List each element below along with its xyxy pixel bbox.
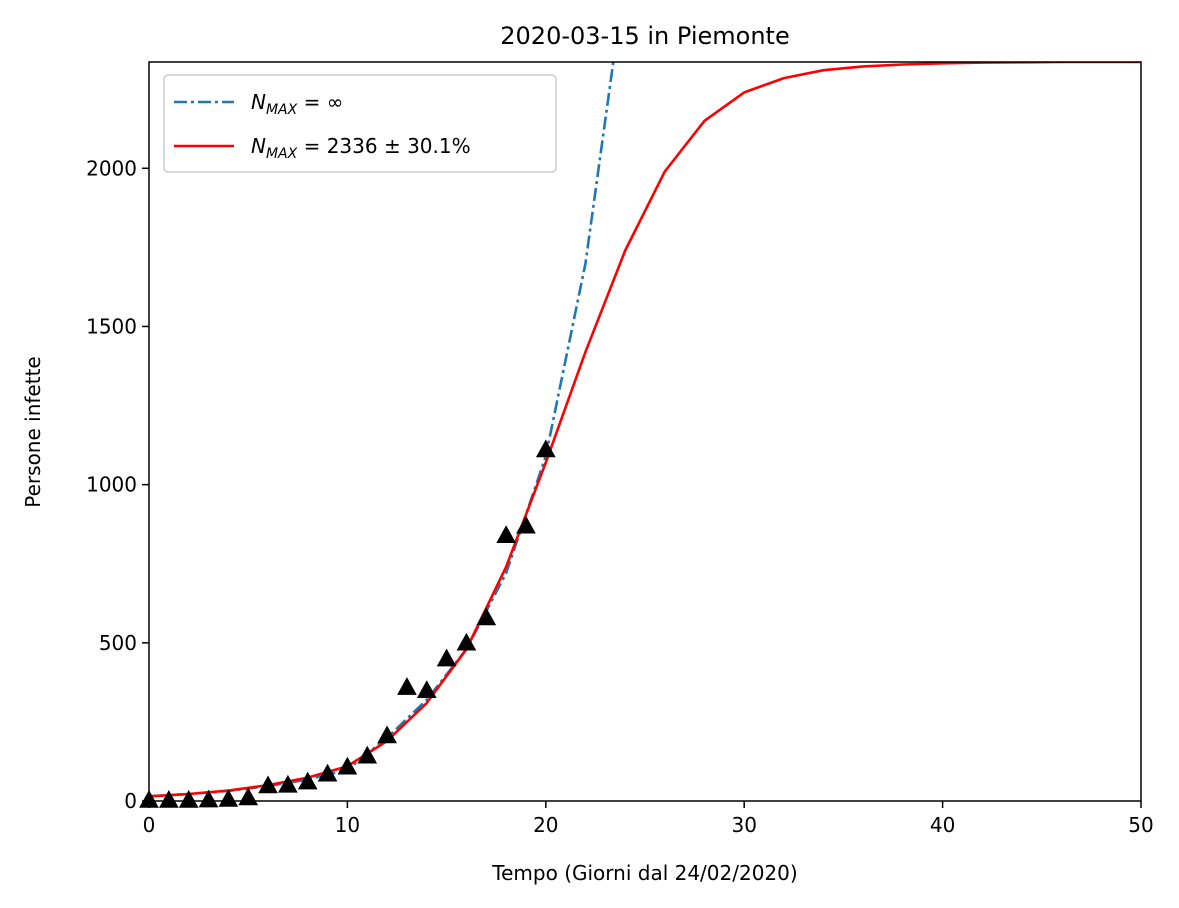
x-axis-label: Tempo (Giorni dal 24/02/2020) xyxy=(491,861,797,885)
data-point xyxy=(238,787,259,806)
y-tick-label: 1500 xyxy=(86,314,137,338)
x-tick-label: 10 xyxy=(335,813,360,837)
data-point xyxy=(198,789,219,808)
x-tick-label: 0 xyxy=(143,813,156,837)
data-point xyxy=(436,648,457,667)
x-tick-label: 40 xyxy=(930,813,955,837)
data-point xyxy=(218,789,239,807)
data-point xyxy=(297,771,318,790)
data-point xyxy=(516,515,536,534)
data-point xyxy=(278,774,298,793)
data-point xyxy=(158,790,179,808)
y-tick-label: 0 xyxy=(124,789,137,813)
data-point xyxy=(416,680,437,698)
plot-area xyxy=(139,62,1141,808)
x-tick-label: 50 xyxy=(1128,813,1153,837)
x-tick-label: 20 xyxy=(533,813,558,837)
data-point xyxy=(317,763,338,782)
data-point xyxy=(476,607,497,626)
legend: NMAX = ∞ NMAX = 2336 ± 30.1% xyxy=(163,74,557,173)
data-point xyxy=(496,525,516,543)
data-point xyxy=(535,439,556,458)
data-point xyxy=(357,745,378,764)
data-point xyxy=(337,756,358,775)
y-tick-label: 500 xyxy=(99,631,137,655)
data-point xyxy=(377,725,397,744)
data-point xyxy=(397,677,417,695)
data-point xyxy=(178,790,199,808)
legend-label-1: NMAX = 2336 ± 30.1% xyxy=(251,134,471,162)
data-point xyxy=(258,775,278,794)
y-tick-label: 1000 xyxy=(86,473,137,497)
axes-frame xyxy=(148,61,1142,802)
x-tick-label: 30 xyxy=(731,813,756,837)
data-point xyxy=(456,632,477,651)
legend-label-0: NMAX = ∞ xyxy=(251,90,343,118)
chart-title: 2020-03-15 in Piemonte xyxy=(500,22,789,50)
y-tick-label: 2000 xyxy=(86,156,137,180)
y-axis-label: Persone infette xyxy=(21,356,45,507)
legend-box xyxy=(163,74,557,173)
